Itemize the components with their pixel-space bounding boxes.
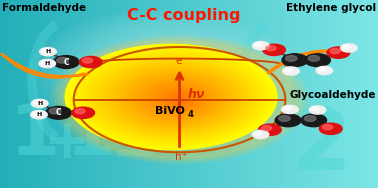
Circle shape (284, 106, 291, 110)
Text: 1: 1 (9, 101, 60, 170)
Text: h⁺: h⁺ (175, 152, 187, 162)
Text: hν: hν (188, 88, 205, 101)
Ellipse shape (85, 33, 255, 118)
Circle shape (31, 111, 47, 119)
Circle shape (71, 47, 272, 147)
Ellipse shape (51, 16, 289, 134)
Circle shape (51, 36, 308, 164)
Circle shape (319, 123, 342, 134)
Ellipse shape (68, 24, 272, 126)
Ellipse shape (96, 39, 244, 112)
Ellipse shape (6, 0, 335, 157)
Circle shape (343, 45, 350, 49)
Circle shape (74, 49, 270, 146)
Ellipse shape (23, 2, 318, 149)
Circle shape (275, 114, 301, 127)
Ellipse shape (17, 0, 323, 151)
Text: Formaldehyde: Formaldehyde (2, 3, 86, 13)
Ellipse shape (40, 10, 301, 140)
Circle shape (131, 76, 221, 121)
Ellipse shape (102, 41, 238, 109)
Circle shape (255, 43, 262, 46)
Text: C: C (64, 58, 69, 67)
Circle shape (139, 80, 214, 117)
Ellipse shape (125, 53, 215, 98)
Circle shape (266, 46, 276, 51)
Circle shape (72, 107, 94, 118)
Text: H: H (45, 49, 51, 54)
Circle shape (252, 130, 269, 139)
Circle shape (119, 71, 231, 126)
Circle shape (304, 116, 316, 121)
Circle shape (99, 61, 248, 135)
Circle shape (111, 67, 238, 130)
Ellipse shape (147, 64, 193, 86)
FancyBboxPatch shape (118, 150, 152, 156)
Circle shape (39, 59, 56, 68)
Circle shape (53, 56, 79, 68)
Circle shape (279, 116, 290, 121)
Text: +: + (43, 116, 90, 170)
Text: Glycoaldehyde: Glycoaldehyde (290, 90, 376, 100)
Circle shape (125, 73, 226, 123)
Ellipse shape (113, 47, 227, 103)
Ellipse shape (57, 19, 284, 132)
Text: 2: 2 (291, 105, 351, 188)
Ellipse shape (0, 0, 352, 165)
Circle shape (163, 91, 194, 107)
Text: 4: 4 (188, 110, 194, 119)
Circle shape (94, 58, 253, 137)
Ellipse shape (153, 67, 187, 84)
Ellipse shape (28, 5, 312, 146)
Circle shape (134, 77, 218, 120)
Circle shape (57, 57, 68, 63)
Circle shape (97, 60, 250, 136)
Circle shape (41, 61, 49, 64)
Circle shape (282, 105, 298, 114)
Circle shape (177, 98, 182, 101)
Circle shape (151, 86, 204, 112)
Circle shape (330, 49, 340, 54)
Ellipse shape (0, 0, 357, 168)
Ellipse shape (0, 0, 374, 177)
Circle shape (145, 83, 209, 115)
Ellipse shape (0, 0, 346, 163)
Circle shape (168, 94, 189, 105)
Circle shape (114, 68, 235, 128)
Circle shape (341, 44, 357, 52)
Circle shape (40, 48, 56, 56)
Ellipse shape (108, 44, 232, 106)
Circle shape (122, 72, 228, 125)
Circle shape (68, 46, 274, 148)
Circle shape (79, 51, 265, 143)
Ellipse shape (45, 13, 295, 137)
Circle shape (259, 124, 281, 135)
Circle shape (143, 82, 211, 116)
Text: H: H (36, 112, 42, 117)
Circle shape (55, 38, 304, 162)
Circle shape (85, 54, 260, 141)
Text: Ethylene glycol: Ethylene glycol (286, 3, 376, 13)
Circle shape (263, 44, 285, 55)
Circle shape (148, 84, 206, 113)
Circle shape (82, 53, 262, 142)
Circle shape (42, 49, 50, 52)
Circle shape (154, 87, 201, 111)
Circle shape (301, 114, 327, 127)
FancyBboxPatch shape (118, 139, 152, 144)
Ellipse shape (0, 0, 369, 174)
Ellipse shape (74, 27, 266, 123)
Ellipse shape (130, 55, 210, 95)
